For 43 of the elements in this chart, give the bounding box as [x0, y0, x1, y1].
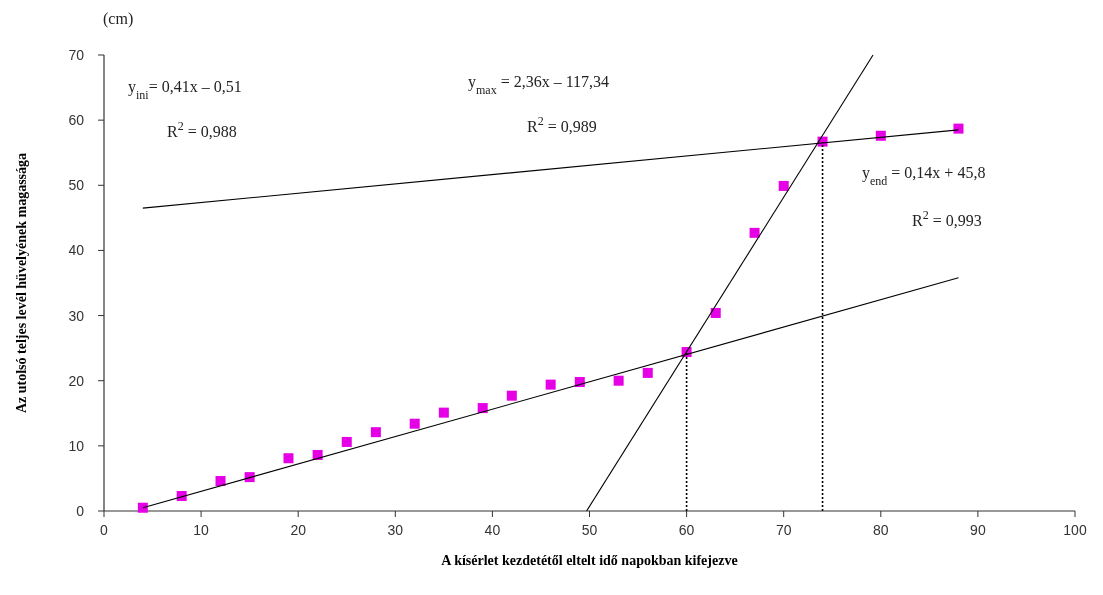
x-tick-label: 0: [100, 522, 109, 538]
text: (cm): [103, 10, 134, 28]
y-tick-label: 60: [68, 112, 85, 129]
point: [778, 180, 789, 191]
x-tick-label: 80: [873, 522, 889, 538]
annotation: y$_{max}$ = 2,36x – 117,34: [468, 73, 610, 97]
point: [749, 227, 760, 238]
annotation: R$^{2}$ = 0,989: [527, 114, 597, 135]
y-tick-label: 70: [68, 47, 85, 63]
x-tick-label: 70: [775, 522, 792, 538]
x-tick-label: 60: [678, 522, 695, 538]
point: [409, 418, 420, 429]
point: [710, 307, 721, 318]
point: [545, 379, 556, 390]
annotation: y$_{end}$ = 0,14x + 45,8: [862, 164, 986, 188]
point: [953, 123, 964, 134]
point: [341, 436, 352, 447]
point: [613, 375, 624, 386]
y-tick-label: 40: [68, 242, 85, 259]
x-tick-label: 100: [1063, 522, 1087, 538]
annotation: y$_{ini}$= 0,41x – 0,51: [128, 78, 242, 102]
x-tick-label: 50: [581, 522, 598, 538]
x-tick-label: 90: [970, 522, 986, 538]
y-tick-label: 0: [76, 503, 85, 519]
x-tick-label: 10: [193, 522, 210, 538]
point: [370, 427, 381, 438]
y-tick-label: 10: [68, 437, 85, 454]
point: [215, 476, 226, 487]
annotation: R$^{2}$ = 0,988: [167, 119, 237, 140]
y-tick-label: 30: [68, 307, 85, 324]
x-tick-label: 20: [290, 522, 307, 538]
x-tick-label: 30: [387, 522, 404, 538]
point: [438, 407, 449, 418]
x-axis-title: A kísérlet kezdetétől eltelt idő napokban kifejezve: [441, 553, 738, 568]
annotation: R$^{2}$ = 0,993: [912, 208, 982, 229]
point: [137, 502, 148, 513]
point: [642, 367, 653, 378]
y-tick-label: 20: [68, 372, 85, 389]
x-tick-label: 40: [484, 522, 501, 538]
y-tick-label: 50: [68, 177, 85, 194]
point: [506, 390, 517, 401]
y-axis-title: Az utolsó teljes levél hüvelyének magassága: [14, 152, 29, 414]
point: [283, 453, 294, 464]
